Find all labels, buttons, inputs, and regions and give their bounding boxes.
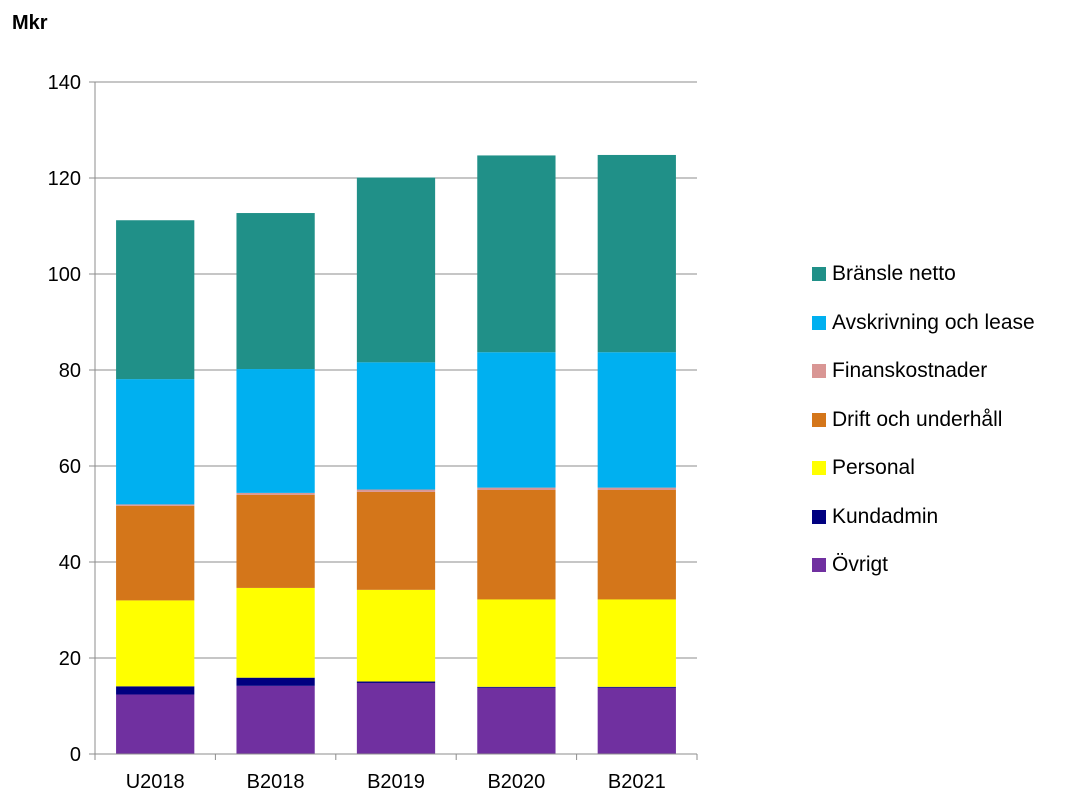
legend-item: Avskrivning och lease: [812, 299, 1035, 348]
bar-segment: [116, 504, 195, 506]
legend-item: Personal: [812, 444, 1035, 493]
legend-item: Finanskostnader: [812, 347, 1035, 396]
y-tick-label: 80: [59, 360, 81, 382]
bar-segment: [116, 220, 195, 380]
bar-segment: [597, 487, 676, 490]
bar-segment: [236, 492, 315, 495]
bar-segment: [356, 681, 436, 683]
x-tick-label: U2018: [126, 771, 185, 793]
bar-segment: [597, 687, 676, 754]
bar-segment: [116, 600, 195, 687]
x-tick-label: B2020: [487, 771, 545, 793]
bar-segment: [597, 490, 676, 600]
bar-segment: [116, 686, 195, 695]
bar-segment: [236, 685, 315, 754]
bar-segment: [597, 599, 676, 687]
bar-segment: [477, 687, 556, 754]
x-tick-label: B2021: [608, 771, 666, 793]
legend-label: Kundadmin: [832, 504, 939, 528]
bar-segment: [356, 682, 436, 754]
bar-segment: [356, 362, 436, 490]
bar-segment: [597, 154, 676, 353]
x-tick-label: B2018: [247, 771, 305, 793]
bar-segment: [356, 491, 436, 590]
legend-swatch: [812, 558, 826, 573]
bar-segment: [356, 589, 436, 682]
bar-segment: [477, 490, 556, 600]
y-tick-label: 20: [59, 648, 81, 670]
legend-item: Övrigt: [812, 541, 1035, 590]
bar-segment: [477, 155, 556, 353]
legend-label: Personal: [832, 456, 915, 480]
bar-segment: [116, 694, 195, 754]
legend-label: Övrigt: [832, 553, 889, 577]
bar-segment: [236, 369, 315, 493]
bar-segment: [356, 177, 436, 363]
y-tick-label: 40: [59, 552, 81, 574]
bar-segment: [116, 505, 195, 601]
x-tick-label: B2019: [367, 771, 425, 793]
legend-label: Avskrivning och lease: [832, 310, 1035, 334]
legend-label: Finanskostnader: [832, 359, 988, 383]
bar-segment: [597, 352, 676, 488]
bar-segment: [236, 677, 315, 686]
y-tick-label: 0: [70, 744, 81, 766]
bar-segment: [477, 352, 556, 488]
legend-swatch: [812, 412, 826, 427]
legend-item: Drift och underhåll: [812, 396, 1035, 445]
chart-legend: Bränsle netto Avskrivning och lease Finans…: [812, 250, 1035, 590]
bar-segment: [477, 599, 556, 687]
legend-label: Bränsle netto: [832, 262, 956, 286]
y-unit-label: Mkr: [12, 12, 48, 34]
bar-segment: [236, 213, 315, 370]
legend-item: Kundadmin: [812, 493, 1035, 542]
y-tick-label: 140: [48, 72, 81, 94]
legend-swatch: [812, 315, 826, 330]
legend-item: Bränsle netto: [812, 250, 1035, 299]
bar-segment: [477, 487, 556, 490]
bar-segment: [356, 489, 436, 492]
y-tick-label: 100: [48, 264, 81, 286]
bar-segment: [477, 686, 556, 688]
legend-swatch: [812, 364, 826, 379]
bar-segment: [236, 494, 315, 588]
bar-segment: [116, 379, 195, 505]
bar-segment: [597, 686, 676, 688]
legend-swatch: [812, 267, 826, 282]
legend-label: Drift och underhåll: [832, 407, 1003, 431]
legend-swatch: [812, 509, 826, 524]
bar-segment: [236, 587, 315, 678]
legend-swatch: [812, 461, 826, 476]
y-tick-label: 60: [59, 456, 81, 478]
y-tick-label: 120: [48, 168, 81, 190]
